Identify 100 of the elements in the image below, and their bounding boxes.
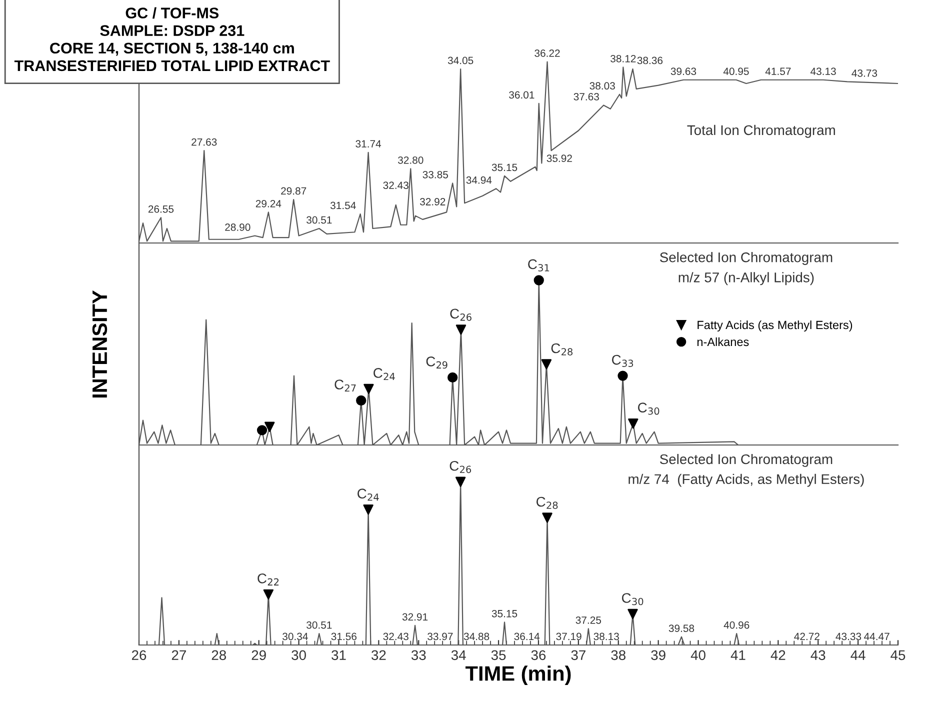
- annotation: 43.13: [810, 68, 836, 76]
- annotation: 29.87: [281, 187, 306, 195]
- annotation: 30.34: [282, 632, 308, 640]
- annotation: 32.92: [420, 198, 446, 206]
- x-tick-label: 31: [332, 650, 346, 660]
- x-tick-label: 29: [252, 650, 266, 660]
- x-tick-label: 35: [491, 650, 506, 660]
- x-tick-label: 33: [411, 650, 426, 660]
- point: [448, 372, 458, 383]
- point: [542, 512, 552, 523]
- annotation: 36.22: [534, 50, 560, 57]
- chart-subtitle: m/z 74 (Fatty Acids, as Methyl Esters): [628, 474, 864, 487]
- annotation: 38.03: [590, 82, 615, 90]
- legend-label: n-Alkanes: [697, 337, 749, 346]
- chart-title: Selected Ion Chromatogram: [660, 252, 832, 265]
- annotation: 35.92: [546, 154, 572, 162]
- annotation: 41.57: [765, 68, 791, 76]
- annotation: 31.56: [331, 632, 356, 640]
- annotation: 38.12: [610, 54, 636, 62]
- point: [263, 589, 274, 600]
- annotation: C$_{30}$: [638, 402, 660, 415]
- annotation: 37.63: [574, 93, 599, 100]
- annotation: C$_{24}$: [358, 488, 379, 501]
- annotation: C$_{29}$: [426, 356, 448, 369]
- point: [534, 275, 544, 286]
- annotation: C$_{24}$: [374, 368, 395, 380]
- annotation: 44.47: [864, 632, 890, 640]
- annotation: C$_{26}$: [450, 460, 472, 474]
- x-tick-label: 37: [571, 650, 586, 660]
- point: [256, 425, 268, 436]
- annotation: 40.96: [724, 621, 750, 629]
- annotation: C$_{30}$: [622, 593, 644, 606]
- annotation: 39.58: [668, 624, 694, 632]
- annotation: C$_{33}$: [612, 354, 634, 367]
- annotation: 28.90: [225, 224, 250, 231]
- annotation: 37.25: [576, 616, 602, 624]
- annotation: C$_{31}$: [528, 259, 550, 272]
- annotation: 40.95: [723, 68, 749, 76]
- point: [628, 608, 638, 620]
- point: [541, 359, 552, 370]
- annotation: 34.94: [466, 176, 492, 184]
- x-tick-label: 27: [172, 650, 186, 660]
- x-tick-label: 38: [611, 650, 626, 660]
- point: [456, 324, 466, 335]
- point: [363, 504, 374, 515]
- x-tick-label: 45: [890, 650, 906, 660]
- annotation: 33.85: [422, 170, 448, 178]
- point: [455, 476, 466, 487]
- annotation: 34.88: [464, 632, 490, 640]
- annotation: 35.15: [492, 610, 518, 618]
- annotation: 38.13: [594, 632, 619, 640]
- annotation: 32.43: [383, 182, 408, 189]
- annotation: 33.97: [428, 632, 453, 640]
- x-tick-label: 34: [451, 650, 466, 660]
- y-axis-title: INTENSITY: [92, 290, 108, 398]
- x-tick-label: 30: [292, 650, 306, 660]
- annotation: 36.01: [509, 91, 534, 99]
- chart-subtitle: m/z 57 (n-Alkyl Lipids): [678, 272, 814, 286]
- x-tick-label: 43: [810, 650, 826, 660]
- annotation: 31.54: [330, 202, 356, 210]
- annotation: 39.63: [670, 68, 696, 76]
- annotation: C$_{27}$: [334, 380, 356, 392]
- legend-label: Fatty Acids (as Methyl Esters): [698, 320, 852, 332]
- annotation: 32.43: [383, 632, 408, 640]
- x-tick-label: 32: [371, 650, 386, 660]
- annotation: 30.51: [306, 216, 332, 224]
- x-tick-label: 41: [730, 650, 746, 660]
- annotation: 43.73: [852, 69, 878, 77]
- point: [264, 422, 275, 432]
- annotation: 35.15: [492, 164, 518, 172]
- x-tick-label: 42: [770, 650, 786, 660]
- point: [356, 395, 366, 406]
- annotation: 34.05: [448, 56, 474, 64]
- annotation: 29.24: [256, 200, 282, 208]
- annotation: 26.55: [148, 205, 174, 213]
- x-axis-title: TIME (min): [466, 666, 571, 686]
- annotation: 37.19: [556, 632, 582, 640]
- annotation: 32.91: [402, 613, 428, 621]
- point: [628, 418, 638, 429]
- chart-title: Selected Ion Chromatogram: [660, 454, 832, 467]
- annotation: 43.33: [836, 632, 862, 640]
- annotation: 31.74: [356, 140, 382, 148]
- annotation: C$_{28}$: [536, 496, 558, 509]
- x-tick-label: 39: [651, 650, 666, 660]
- point: [364, 384, 374, 394]
- annotation: 30.51: [306, 621, 332, 629]
- annotation: 36.14: [514, 632, 540, 640]
- x-tick-label: 28: [212, 650, 226, 660]
- x-tick-label: 40: [690, 650, 706, 660]
- x-tick-label: 26: [132, 650, 146, 660]
- annotation: 42.72: [794, 632, 820, 640]
- annotation: C$_{22}$: [258, 573, 279, 586]
- chart-title: GC / TOF-MS SAMPLE: DSDP 231 CORE 14, SECTION 5, 138-140 cm TRANSESTERIFIED TOTAL LIPID EXTRACT: [14, 7, 330, 72]
- x-tick-label: 36: [531, 650, 546, 660]
- point: [618, 370, 628, 381]
- annotation: C$_{26}$: [450, 308, 472, 321]
- x-tick-label: 44: [850, 650, 866, 660]
- annotation: 27.63: [192, 138, 217, 146]
- annotation: 38.36: [637, 56, 663, 64]
- annotation: 32.80: [398, 156, 424, 164]
